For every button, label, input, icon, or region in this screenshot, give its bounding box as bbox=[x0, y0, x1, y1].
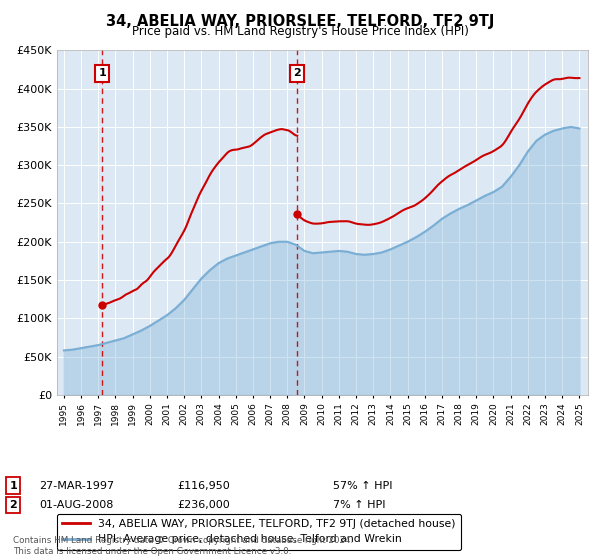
Text: 2: 2 bbox=[293, 68, 301, 78]
Text: £236,000: £236,000 bbox=[177, 500, 230, 510]
Text: 57% ↑ HPI: 57% ↑ HPI bbox=[333, 480, 392, 491]
Text: 34, ABELIA WAY, PRIORSLEE, TELFORD, TF2 9TJ: 34, ABELIA WAY, PRIORSLEE, TELFORD, TF2 … bbox=[106, 14, 494, 29]
Text: 1: 1 bbox=[10, 480, 17, 491]
Text: 2: 2 bbox=[10, 500, 17, 510]
Text: Contains HM Land Registry data © Crown copyright and database right 2024.
This d: Contains HM Land Registry data © Crown c… bbox=[13, 536, 353, 556]
Text: 01-AUG-2008: 01-AUG-2008 bbox=[39, 500, 113, 510]
Text: 1: 1 bbox=[98, 68, 106, 78]
Text: 7% ↑ HPI: 7% ↑ HPI bbox=[333, 500, 386, 510]
Text: £116,950: £116,950 bbox=[177, 480, 230, 491]
Text: Price paid vs. HM Land Registry's House Price Index (HPI): Price paid vs. HM Land Registry's House … bbox=[131, 25, 469, 38]
Legend: 34, ABELIA WAY, PRIORSLEE, TELFORD, TF2 9TJ (detached house), HPI: Average price: 34, ABELIA WAY, PRIORSLEE, TELFORD, TF2 … bbox=[57, 514, 461, 550]
Text: 27-MAR-1997: 27-MAR-1997 bbox=[39, 480, 114, 491]
